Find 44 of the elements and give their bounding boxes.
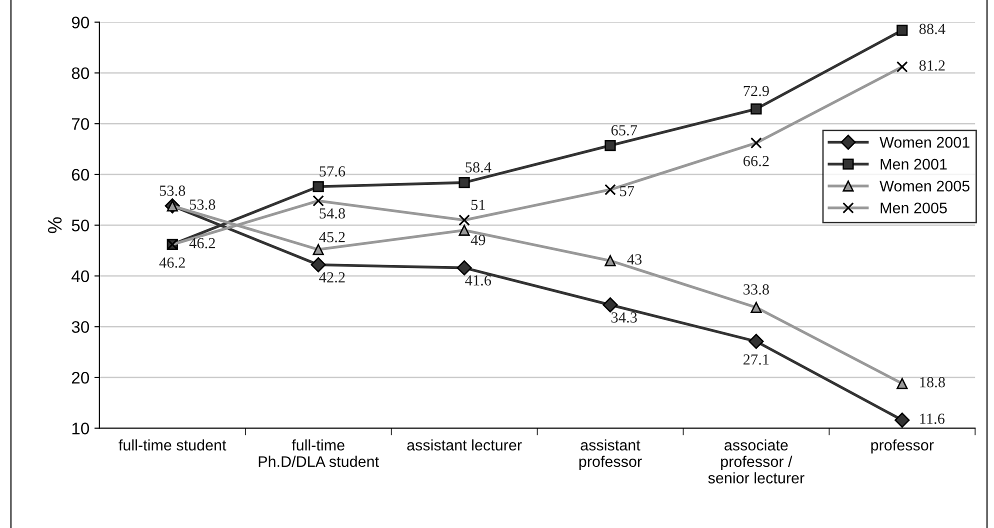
y-tick-label: 70 xyxy=(72,118,90,130)
x-tick-label: full-time Ph.D/DLA student xyxy=(258,439,379,467)
data-label: 81.2 xyxy=(919,60,945,71)
data-label: 33.8 xyxy=(744,284,769,295)
legend-label: Women 2005 xyxy=(880,180,970,192)
x-tick-label: assistant professor xyxy=(579,439,642,470)
data-label: 49 xyxy=(470,234,486,246)
y-tick-label: 80 xyxy=(72,67,90,80)
data-label: 66.2 xyxy=(743,156,769,166)
x-tick-label: full-time student xyxy=(118,439,226,451)
legend-label: Women 2001 xyxy=(880,136,970,148)
data-label: 57.6 xyxy=(320,166,346,177)
y-tick-label: 20 xyxy=(72,372,90,384)
data-label: 46.2 xyxy=(189,238,215,248)
y-tick-label: 40 xyxy=(72,270,90,282)
data-label: 46.2 xyxy=(159,257,185,268)
data-label: 58.4 xyxy=(466,162,492,173)
legend-label: Men 2005 xyxy=(880,202,947,214)
data-label: 51 xyxy=(471,200,485,210)
y-tick-label: 50 xyxy=(72,220,90,232)
data-label: 43 xyxy=(627,254,642,265)
data-label: 53.8 xyxy=(190,199,216,210)
y-tick-label: 10 xyxy=(72,422,90,434)
y-tick-label: 60 xyxy=(72,168,90,181)
data-label: 18.8 xyxy=(920,377,945,388)
x-tick-label: assistant lecturer xyxy=(407,439,522,451)
y-tick-label: 90 xyxy=(72,16,90,28)
y-axis-title: % xyxy=(48,217,62,234)
x-tick-label: professor xyxy=(871,439,934,454)
data-label: 57 xyxy=(620,186,634,196)
data-label: 72.9 xyxy=(744,86,769,96)
data-label: 53.8 xyxy=(160,186,186,196)
x-tick-label: associate professor / senior lecturer xyxy=(708,439,804,484)
legend-label: Men 2001 xyxy=(880,158,947,170)
data-label: 11.6 xyxy=(920,414,945,424)
data-label: 45.2 xyxy=(319,232,345,242)
data-label: 54.8 xyxy=(320,208,346,219)
data-label: 41.6 xyxy=(465,275,492,286)
y-tick-label: 30 xyxy=(72,321,90,333)
data-label: 27.1 xyxy=(743,354,769,365)
data-label: 88.4 xyxy=(919,24,946,34)
data-label: 65.7 xyxy=(611,125,638,136)
data-label: 42.2 xyxy=(319,272,345,283)
data-label: 34.3 xyxy=(611,312,637,323)
